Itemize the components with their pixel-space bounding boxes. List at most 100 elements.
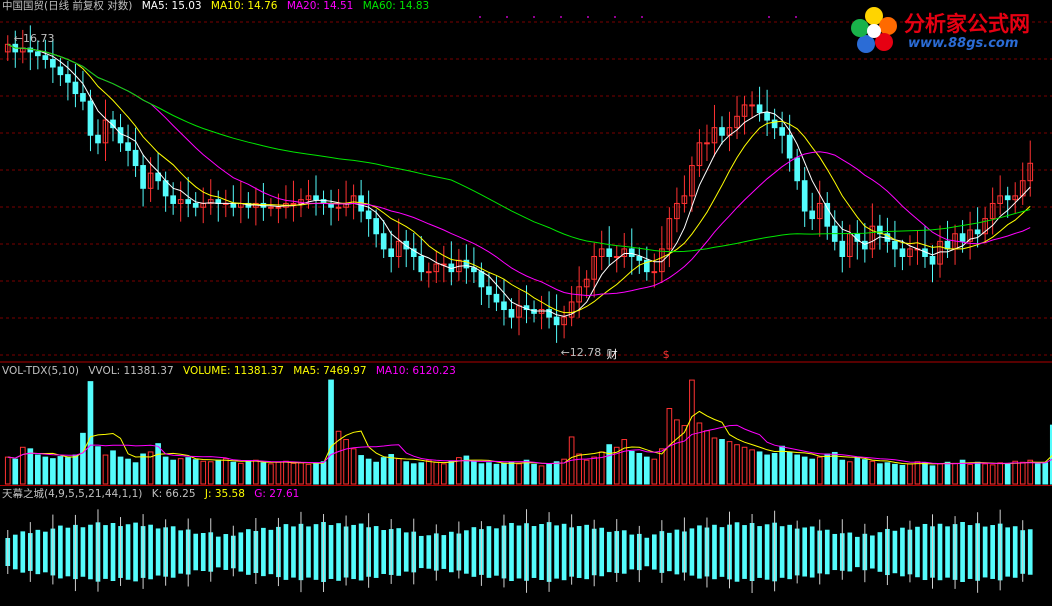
vol-ma10-value: MA10: 6120.23 bbox=[375, 365, 456, 377]
volume-bar bbox=[674, 419, 680, 485]
candle-body bbox=[207, 199, 214, 204]
volume-bar bbox=[313, 463, 319, 485]
candle-body bbox=[478, 271, 485, 288]
indicator-bar bbox=[494, 528, 499, 576]
volume-bar bbox=[335, 430, 342, 485]
indicator-bar bbox=[509, 522, 514, 582]
volume-bar bbox=[974, 461, 981, 485]
indicator-bar bbox=[584, 524, 589, 580]
candle-body bbox=[35, 51, 41, 57]
indicator-bar bbox=[712, 524, 717, 580]
volume-bar bbox=[245, 460, 252, 485]
indicator-bar bbox=[133, 522, 138, 582]
volume-bar bbox=[80, 432, 86, 485]
volume-bar bbox=[621, 439, 628, 485]
volume-ma5-line bbox=[7, 410, 1052, 465]
volume-bar bbox=[4, 456, 11, 485]
candle-body bbox=[801, 180, 808, 212]
candle-body bbox=[305, 195, 312, 201]
indicator-bar bbox=[1012, 526, 1018, 578]
volume-bar bbox=[260, 462, 267, 485]
indicator-bar bbox=[464, 530, 469, 574]
candle-body bbox=[373, 218, 379, 235]
candle-body bbox=[463, 259, 470, 269]
indicator-bar bbox=[471, 527, 477, 577]
dollar-marker: $ bbox=[663, 348, 670, 361]
ma60-value: MA60: 14.83 bbox=[362, 0, 430, 12]
indicator-bar bbox=[148, 524, 153, 580]
price-panel-header: 中国国贸(日线 前复权 对数) MA5: 15.03 MA10: 14.76 M… bbox=[2, 0, 435, 13]
candle-body bbox=[628, 248, 635, 257]
indicator-bar bbox=[238, 532, 244, 572]
indicator-panel-header: 天幕之城(4,9,5,5,21,44,1,1) K: 66.25 J: 35.5… bbox=[2, 488, 305, 501]
indicator-bar bbox=[43, 531, 48, 573]
candle-body bbox=[982, 218, 988, 235]
volume-bar bbox=[268, 463, 274, 485]
indicator-bar bbox=[554, 525, 559, 579]
marker-dot bbox=[641, 16, 643, 18]
ma20-value: MA20: 14.51 bbox=[286, 0, 354, 12]
candle-body bbox=[403, 240, 410, 250]
candle-body bbox=[57, 66, 64, 76]
candle-body bbox=[786, 134, 793, 159]
candle-body bbox=[711, 127, 718, 144]
indicator-bar bbox=[418, 535, 424, 569]
volume-bar bbox=[711, 437, 718, 485]
volume-bar bbox=[989, 464, 996, 485]
indicator-bar bbox=[373, 526, 379, 578]
indicator-bar bbox=[246, 529, 251, 575]
indicator-bar bbox=[757, 526, 762, 578]
candle-body bbox=[659, 248, 665, 273]
volume-ma10-line bbox=[7, 424, 1052, 465]
candle-body bbox=[298, 199, 304, 204]
volume-bar bbox=[929, 465, 936, 485]
volume-bar bbox=[283, 460, 289, 485]
volume-bar bbox=[395, 458, 402, 485]
candle-body bbox=[275, 206, 282, 209]
volume-bar bbox=[95, 446, 101, 485]
volume-bar bbox=[937, 463, 943, 485]
volume-bar bbox=[155, 443, 161, 485]
ma60-line bbox=[7, 43, 1031, 253]
indicator-bar bbox=[719, 527, 725, 577]
candle-body bbox=[147, 172, 154, 189]
logo-url: www.88gs.com bbox=[908, 36, 1019, 51]
indicator-bar bbox=[110, 523, 116, 581]
indicator-bar bbox=[877, 532, 883, 572]
volume-bar bbox=[914, 461, 921, 485]
indicator-bar bbox=[531, 526, 537, 578]
indicator-bar bbox=[125, 524, 131, 580]
volume-bar bbox=[997, 462, 1003, 485]
indicator-bar bbox=[539, 524, 544, 580]
candle-body bbox=[155, 172, 161, 182]
candle-body bbox=[606, 248, 613, 257]
indicator-bar bbox=[787, 524, 792, 580]
indicator-bar bbox=[764, 524, 770, 580]
indicator-bar bbox=[915, 526, 920, 578]
candle-body bbox=[899, 248, 906, 257]
candle-body bbox=[125, 142, 131, 151]
volume-bar bbox=[561, 458, 567, 485]
volume-bar bbox=[418, 462, 425, 485]
candle-body bbox=[809, 210, 816, 220]
candle-body bbox=[869, 225, 876, 250]
volume-bar bbox=[689, 379, 695, 485]
volume-bar bbox=[779, 445, 785, 485]
volume-bar bbox=[185, 457, 192, 485]
volume-bar bbox=[771, 452, 778, 485]
volume-bar bbox=[839, 459, 846, 485]
indicator-bar bbox=[779, 526, 785, 578]
volume-bar bbox=[1042, 462, 1049, 485]
indicator-bar bbox=[1027, 529, 1033, 575]
indicator-bar bbox=[261, 527, 266, 577]
candle-body bbox=[561, 316, 567, 326]
marker-dot bbox=[795, 16, 797, 18]
candle-body bbox=[433, 263, 440, 273]
volume-bar bbox=[110, 450, 116, 485]
candle-body bbox=[395, 240, 402, 257]
volume-bar bbox=[756, 451, 763, 485]
indicator-bar bbox=[599, 527, 605, 577]
candle-body bbox=[591, 255, 598, 280]
volume-bar bbox=[320, 461, 327, 485]
